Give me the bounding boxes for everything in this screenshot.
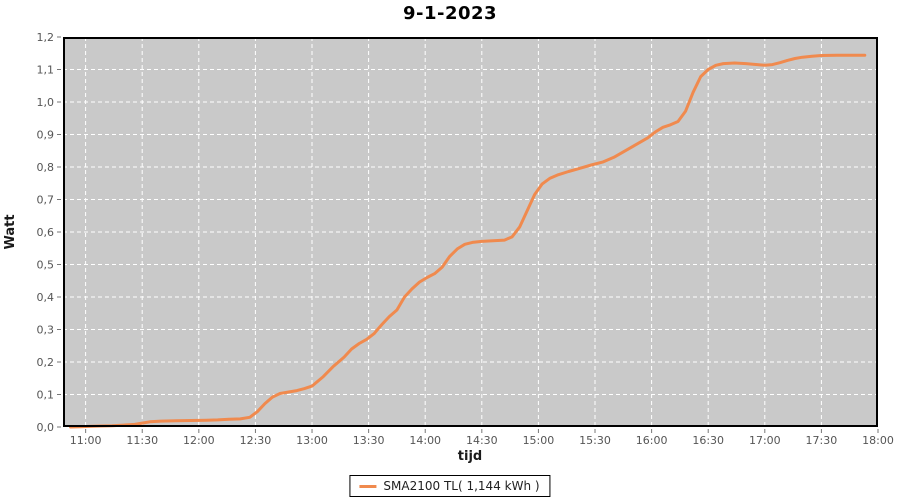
x-tick-label: 17:30 [806,434,838,447]
plot-border [63,37,878,427]
y-tick-label: 0,0 [37,421,55,434]
legend: SMA2100 TL( 1,144 kWh ) [349,475,551,497]
y-tick-label: 1,1 [37,64,55,77]
x-tick-label: 14:30 [466,434,498,447]
y-tick-label: 0,4 [37,291,55,304]
x-tick-label: 17:00 [749,434,781,447]
x-tick-label: 15:30 [579,434,611,447]
x-tick-label: 13:30 [353,434,385,447]
x-tick-label: 11:30 [126,434,158,447]
chart-title: 9-1-2023 [402,3,498,24]
x-tick-label: 12:00 [183,434,215,447]
y-tick-label: 0,5 [37,259,55,272]
y-tick-label: 0,6 [37,226,55,239]
y-tick-label: 0,9 [37,129,55,142]
x-axis-title: tijd [457,449,483,464]
series-line [69,53,867,429]
y-tick-label: 1,0 [37,96,55,109]
legend-line-swatch [359,484,377,488]
x-tick-label: 16:00 [636,434,668,447]
y-tick-label: 1,2 [37,31,55,44]
x-tick-label: 12:30 [240,434,272,447]
y-tick-label: 0,2 [37,356,55,369]
y-tick-label: 0,8 [37,161,55,174]
x-tick-label: 16:30 [692,434,724,447]
x-tick-label: 11:00 [70,434,102,447]
y-tick-label: 0,1 [37,389,55,402]
y-tick-label: 0,3 [37,324,55,337]
y-axis-title: Watt [3,214,18,250]
x-tick-label: 18:00 [862,434,894,447]
legend-series-label: SMA2100 TL( 1,144 kWh ) [383,479,540,493]
x-tick-label: 14:00 [409,434,441,447]
x-tick-label: 13:00 [296,434,328,447]
x-tick-label: 15:00 [523,434,555,447]
y-tick-label: 0,7 [37,194,55,207]
